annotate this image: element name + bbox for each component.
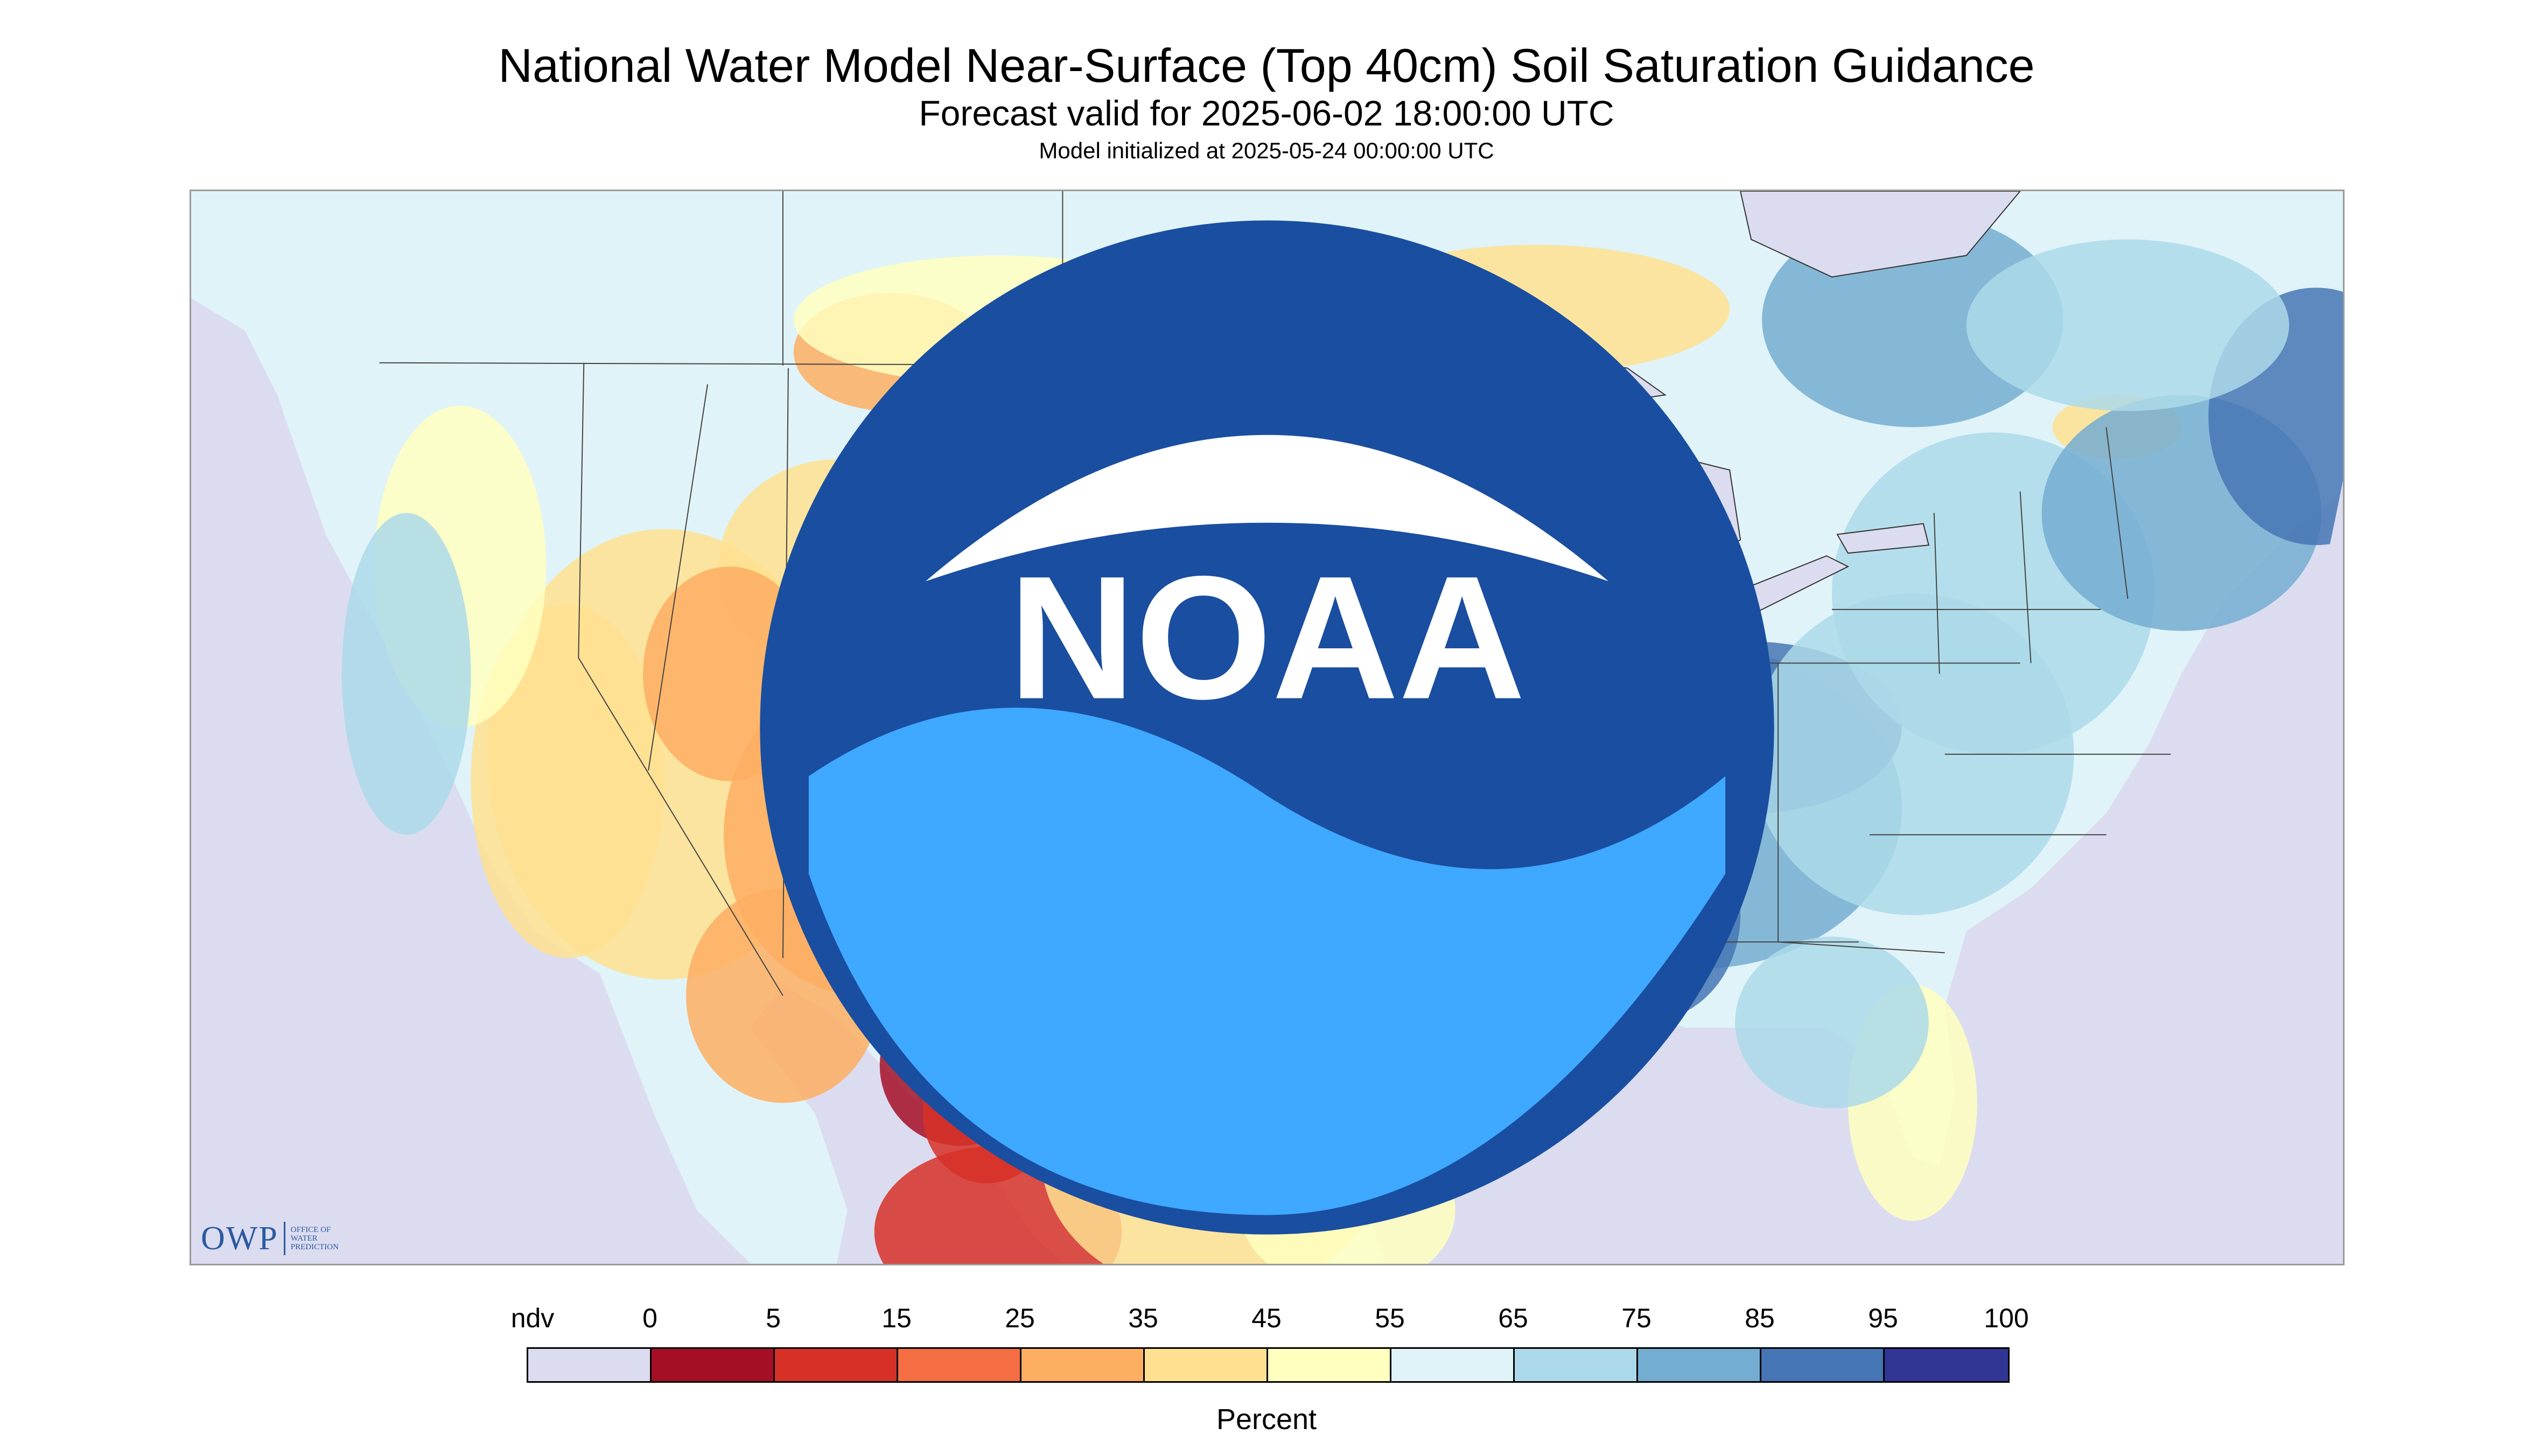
legend-swatch-35-45 — [1145, 1349, 1268, 1381]
saturation-region — [341, 513, 471, 835]
legend-tick-25: 25 — [1005, 1303, 1035, 1333]
legend-swatch-65-75 — [1515, 1349, 1638, 1381]
model-init-time: Model initialized at 2025-05-24 00:00:00… — [1039, 138, 1494, 163]
legend-swatch-0-5 — [652, 1349, 775, 1381]
legend-swatch-85-95 — [1761, 1349, 1885, 1381]
legend-unit-label: Percent — [1216, 1403, 1317, 1436]
legend-swatch-45-55 — [1268, 1349, 1391, 1381]
legend-tick-55: 55 — [1375, 1303, 1405, 1333]
legend-tick-35: 35 — [1128, 1303, 1158, 1333]
legend-swatch-15-25 — [898, 1349, 1021, 1381]
legend-tick-75: 75 — [1621, 1303, 1652, 1333]
hudson-bay-area — [1739, 191, 2021, 278]
saturation-region — [471, 604, 665, 958]
map-title: National Water Model Near-Surface (Top 4… — [498, 39, 2035, 92]
legend-tick-45: 45 — [1251, 1303, 1282, 1333]
owp-logo: OWP OFFICE OF WATER PREDICTION — [201, 1217, 372, 1259]
owp-logo-text: OWP — [201, 1220, 278, 1257]
owp-logo-divider — [283, 1222, 285, 1255]
legend-tick-95: 95 — [1868, 1303, 1898, 1333]
legend-swatch-55-65 — [1391, 1349, 1515, 1381]
owp-logo-subtext: OFFICE OF WATER PREDICTION — [290, 1226, 339, 1251]
legend-tick-65: 65 — [1498, 1303, 1528, 1333]
noaa-logo-text: NOAA — [1009, 540, 1526, 736]
legend-swatch-ndv — [528, 1349, 652, 1381]
legend-tick-100: 100 — [1984, 1303, 2029, 1333]
legend-tick-15: 15 — [881, 1303, 912, 1333]
legend-ndv-label: ndv — [510, 1303, 555, 1333]
legend-tick-0: 0 — [642, 1303, 657, 1333]
legend-swatch-5-15 — [775, 1349, 898, 1381]
legend-swatch-25-35 — [1021, 1349, 1145, 1381]
forecast-valid-time: Forecast valid for 2025-06-02 18:00:00 U… — [919, 93, 1614, 133]
soil-saturation-map: OWP OFFICE OF WATER PREDICTION NOAA — [190, 190, 2345, 1265]
legend-swatch-75-85 — [1638, 1349, 1761, 1381]
lake-ontario — [1836, 523, 1930, 554]
legend-tick-85: 85 — [1745, 1303, 1775, 1333]
saturation-region — [1735, 936, 1929, 1109]
saturation-region — [1966, 239, 2290, 411]
legend-tick-5: 5 — [766, 1303, 781, 1333]
noaa-logo: NOAA — [760, 220, 1774, 1235]
legend-swatch-95-100 — [1885, 1349, 2008, 1381]
legend-color-bar — [527, 1347, 2010, 1383]
